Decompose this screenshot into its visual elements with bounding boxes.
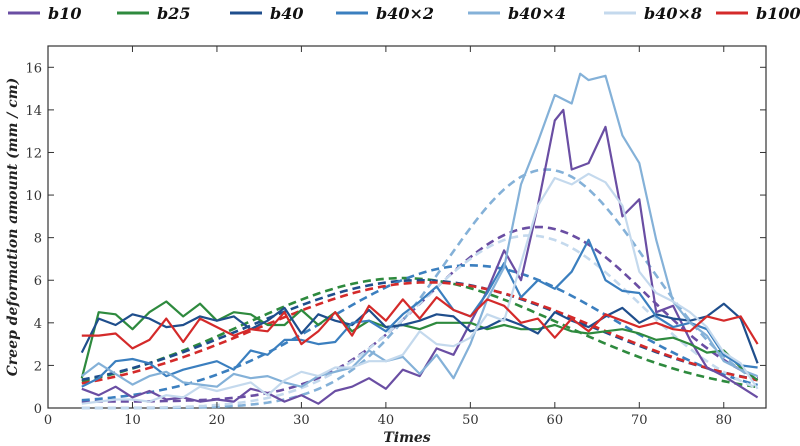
y-tick-label: 10 [25, 189, 42, 204]
legend-label: b40×4 [508, 4, 566, 23]
legend-item-b10: b10 [8, 4, 81, 23]
x-tick-label: 0 [44, 413, 52, 428]
legend: b10 b25 b40 b40×2 b40×4 b40×8 b100 [8, 4, 800, 23]
x-tick-label: 70 [631, 413, 648, 428]
x-axis-title: Times [383, 430, 430, 446]
y-tick-label: 12 [25, 146, 42, 161]
x-tick-label: 60 [547, 413, 564, 428]
y-tick-label: 16 [25, 61, 42, 76]
series-line-b40×4 [81, 72, 758, 388]
trend-curve-b40×8 [81, 234, 759, 410]
trend-curve-b40×2 [81, 263, 758, 402]
legend-label: b100 [756, 4, 800, 23]
trend-curve-b100 [81, 281, 758, 385]
y-tick-label: 8 [34, 232, 42, 247]
legend-label: b25 [157, 4, 190, 23]
legend-label: b40×2 [376, 4, 434, 23]
legend-item-b40×8: b40×8 [604, 4, 702, 23]
y-tick-label: 14 [25, 104, 42, 119]
legend-item-b40×2: b40×2 [336, 4, 434, 23]
x-tick-label: 80 [715, 413, 732, 428]
series-lines [80, 72, 759, 405]
x-tick-label: 20 [209, 413, 226, 428]
legend-item-b40×4: b40×4 [468, 4, 566, 23]
legend-label: b40×8 [644, 4, 702, 23]
legend-label: b10 [48, 4, 81, 23]
series-line-b25 [80, 300, 759, 382]
x-tick-label: 50 [462, 413, 479, 428]
y-tick-label: 0 [34, 402, 42, 417]
y-tick-label: 6 [34, 274, 42, 289]
legend-item-b40: b40 [230, 4, 303, 23]
series-line-b10 [81, 108, 759, 405]
series-line-b40×2 [81, 238, 758, 388]
x-tick-label: 30 [293, 413, 310, 428]
trend-curve-b25 [81, 276, 758, 389]
series-line-b40 [80, 302, 759, 364]
series-line-b40×8 [81, 172, 759, 405]
y-tick-label: 2 [34, 359, 42, 374]
legend-item-b100: b100 [716, 4, 800, 23]
trend-curve-b40×4 [81, 168, 759, 410]
plot-frame [47, 45, 767, 409]
legend-item-b25: b25 [117, 4, 190, 23]
series-line-b100 [81, 296, 759, 350]
plot-area: 0 10 20 30 40 50 60 70 80 0 2 4 6 8 10 12 14 16 [25, 45, 767, 428]
legend-label: b40 [270, 4, 303, 23]
y-axis-title: Creep deformation amount (mm / cm) [5, 78, 21, 376]
x-tick-label: 10 [124, 413, 141, 428]
y-tick-label: 4 [34, 317, 42, 332]
x-tick-label: 40 [378, 413, 395, 428]
trend-curves [81, 168, 759, 410]
axis-ticks: 0 10 20 30 40 50 60 70 80 0 2 4 6 8 10 12 14 16 [25, 46, 766, 428]
